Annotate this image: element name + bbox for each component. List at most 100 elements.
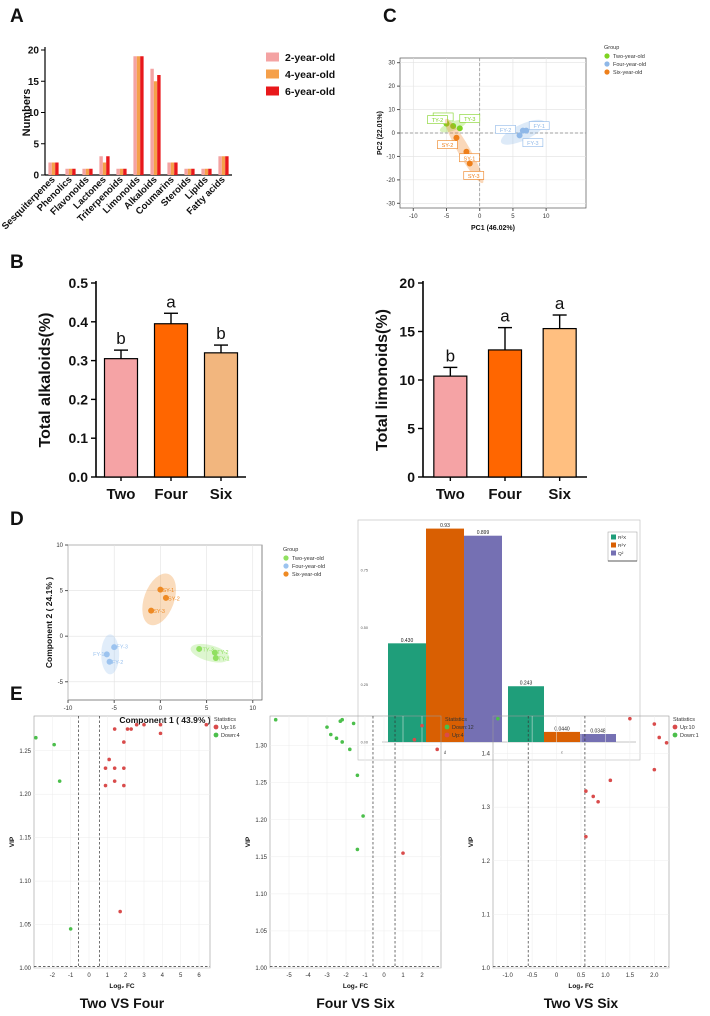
y-tick-label: 0.00 (361, 741, 368, 745)
x-tick-label: -0.5 (527, 973, 538, 979)
legend-swatch (266, 69, 279, 79)
x-tick-label: 0 (382, 973, 386, 979)
panel-label-b: B (10, 252, 24, 273)
y-tick-label: 0.4 (69, 314, 89, 330)
bar-six (203, 352, 239, 478)
bar-lipids-2 (208, 168, 212, 175)
y-tick-label: 0 (407, 469, 415, 485)
bar-c-2 (580, 734, 616, 742)
data-point (652, 722, 657, 726)
legend-label: Six-year-old (292, 572, 321, 578)
bar-triterpenoids-2 (123, 168, 127, 175)
data-point (57, 779, 62, 783)
data-point (591, 794, 596, 799)
plot-frame (33, 715, 211, 969)
y-axis-title: Total alkaloids(%) (37, 313, 54, 448)
y-tick-label: 5 (407, 421, 415, 437)
y-tick-label: -30 (386, 201, 395, 207)
data-point (196, 645, 203, 652)
y-tick-label: 20 (28, 46, 40, 57)
y-tick-label: 1.30 (255, 744, 267, 750)
bar-fatty-acids-1 (221, 156, 226, 175)
bar-flavonoids-2 (89, 168, 93, 175)
significance-letter: b (216, 324, 225, 343)
x-tick-label: 2.0 (650, 973, 659, 979)
bar-d-0 (388, 643, 426, 742)
bar-fatty-acids-0 (218, 156, 222, 175)
y-tick-label: 20 (399, 275, 415, 291)
legend-label: R²X (618, 535, 627, 541)
bar-four (487, 349, 523, 478)
point-label: TY-3 (464, 117, 475, 123)
legend-marker (283, 571, 289, 577)
x-tick-label: -3 (324, 973, 330, 979)
bar-sesquiterpenes-0 (48, 162, 52, 175)
y-tick-label: 0.5 (69, 275, 89, 291)
data-point (338, 719, 343, 723)
x-axis-title: Log₂ FC (343, 983, 369, 990)
legend-label: Four-year-old (613, 62, 646, 68)
x-tick-label: -5 (112, 706, 118, 712)
legend-label: 6-year-old (285, 86, 335, 98)
bar-value-label: 0.430 (401, 638, 414, 644)
point-label: SY-2 (442, 143, 454, 149)
bar-value-label: 0.899 (477, 530, 490, 536)
bar-steroids-2 (191, 168, 195, 175)
x-tick-label: -5 (444, 214, 450, 220)
data-point (111, 644, 118, 651)
x-tick-label: -2 (50, 973, 56, 979)
legend-marker (604, 53, 610, 59)
y-tick-label: 1.05 (255, 929, 267, 935)
panel-title: Two VS Six (544, 995, 619, 1011)
point-label: SY-2 (168, 596, 180, 602)
x-tick-label: Six (210, 486, 233, 503)
legend-marker (672, 724, 678, 730)
point-label-box (495, 125, 516, 134)
x-tick-label: -2 (343, 973, 349, 979)
x-tick-label: Two (436, 486, 465, 503)
data-point (122, 766, 126, 770)
data-point (652, 767, 657, 772)
legend-marker (444, 724, 450, 730)
bar-alkaloids-1 (153, 81, 158, 175)
bar-coumarins-0 (167, 162, 171, 175)
bar-coumarins-2 (174, 162, 178, 175)
chart-b1: 0.0 0.1 0.2 0.3 0.4 0.5 Total alkaloids(%) b Two… (37, 275, 246, 503)
legend-marker (213, 724, 219, 730)
bar-lactones-1 (102, 162, 107, 175)
x-tick-label: 6 (197, 973, 201, 979)
legend-marker (444, 732, 450, 738)
legend-label: 4-year-old (285, 69, 335, 81)
significance-letter: a (166, 292, 176, 311)
x-tick-label: Two (107, 486, 136, 503)
y-tick-label: 1.15 (19, 836, 31, 842)
data-point (596, 799, 600, 804)
legend-title: Group (604, 45, 619, 51)
x-tick-label: 10 (543, 214, 550, 220)
data-point (435, 747, 440, 752)
x-axis-title: Log₂ FC (109, 983, 135, 990)
y-tick-label: 0 (60, 634, 64, 640)
y-tick-label: 0.75 (361, 568, 368, 572)
y-tick-label: -20 (386, 178, 395, 184)
y-tick-label: 10 (388, 108, 395, 114)
bar-value-label: 0.0440 (554, 726, 570, 732)
bar-d-2 (464, 535, 502, 742)
data-point (329, 732, 333, 737)
legend-title: Group (283, 547, 298, 553)
y-axis-title: Numbers (21, 89, 33, 137)
y-tick-label: 10 (56, 543, 63, 549)
data-point (340, 740, 345, 744)
legend-label: Four-year-old (292, 564, 325, 570)
point-label: SY-3 (153, 609, 165, 615)
plot-frame (269, 715, 442, 969)
data-point (608, 778, 613, 783)
point-label: TY-2 (432, 118, 443, 124)
bar-steroids-0 (184, 168, 188, 175)
legend-label: Two-year-old (292, 556, 324, 562)
data-point (401, 851, 405, 855)
x-tick-label: -1 (362, 973, 368, 979)
legend-marker (604, 61, 610, 67)
y-axis-title: Total limonoids(%) (374, 309, 391, 451)
data-point (351, 721, 356, 726)
